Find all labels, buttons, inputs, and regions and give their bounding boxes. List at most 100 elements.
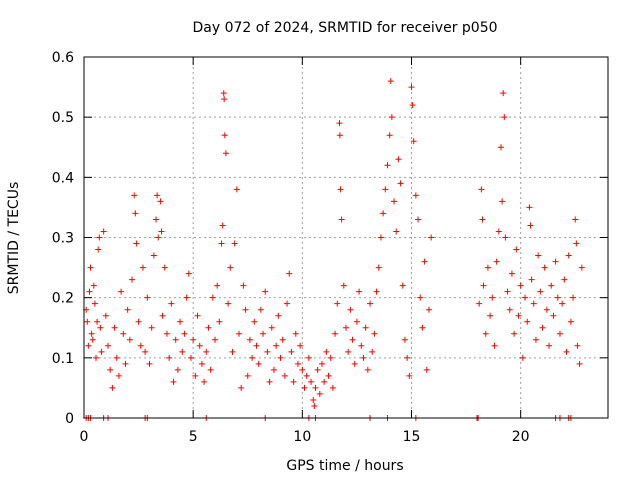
data-point bbox=[371, 330, 378, 337]
data-point bbox=[395, 156, 402, 163]
data-point bbox=[192, 372, 199, 379]
data-point bbox=[98, 348, 105, 355]
data-point bbox=[238, 384, 245, 391]
data-point bbox=[183, 294, 190, 301]
data-point bbox=[495, 228, 502, 235]
data-point bbox=[387, 78, 394, 85]
data-point bbox=[219, 222, 226, 229]
data-point bbox=[386, 132, 393, 139]
data-points bbox=[83, 78, 585, 421]
data-point bbox=[535, 252, 542, 259]
data-point bbox=[362, 324, 369, 331]
data-point bbox=[356, 288, 363, 295]
data-point bbox=[498, 144, 505, 151]
data-point bbox=[340, 282, 347, 289]
data-point bbox=[301, 384, 308, 391]
data-point bbox=[327, 354, 334, 361]
data-point bbox=[375, 264, 382, 271]
data-point bbox=[504, 288, 511, 295]
data-point bbox=[122, 360, 129, 367]
data-point bbox=[97, 324, 104, 331]
data-point bbox=[329, 384, 336, 391]
data-point bbox=[527, 222, 534, 229]
data-point bbox=[554, 294, 561, 301]
data-point bbox=[281, 372, 288, 379]
data-point bbox=[251, 318, 258, 325]
x-tick-label: 0 bbox=[80, 429, 89, 445]
data-point bbox=[93, 354, 100, 361]
data-point bbox=[517, 282, 524, 289]
data-point bbox=[530, 300, 537, 307]
data-point bbox=[270, 366, 277, 373]
data-point bbox=[194, 312, 201, 319]
y-axis-label: SRMTID / TECUs bbox=[6, 182, 22, 295]
data-point bbox=[303, 372, 310, 379]
data-point bbox=[218, 240, 225, 247]
data-point bbox=[90, 282, 97, 289]
data-point bbox=[89, 336, 96, 343]
data-point bbox=[113, 354, 120, 361]
data-point bbox=[388, 114, 395, 121]
x-tick-label: 15 bbox=[403, 429, 421, 445]
data-point bbox=[262, 288, 269, 295]
data-point bbox=[546, 342, 553, 349]
data-point bbox=[412, 192, 419, 199]
data-point bbox=[552, 258, 559, 265]
data-point bbox=[115, 372, 122, 379]
data-point bbox=[207, 366, 214, 373]
data-point bbox=[364, 366, 371, 373]
data-point bbox=[318, 360, 325, 367]
data-point bbox=[336, 120, 343, 127]
data-point bbox=[88, 330, 95, 337]
data-point bbox=[209, 294, 216, 301]
data-point bbox=[177, 318, 184, 325]
data-point bbox=[111, 324, 118, 331]
data-point bbox=[221, 96, 228, 103]
data-point bbox=[347, 306, 354, 313]
data-point bbox=[345, 348, 352, 355]
data-point bbox=[214, 282, 221, 289]
data-point bbox=[181, 330, 188, 337]
data-point bbox=[139, 264, 146, 271]
data-point bbox=[260, 330, 267, 337]
data-point bbox=[380, 210, 387, 217]
data-point bbox=[511, 330, 518, 337]
data-point bbox=[543, 306, 550, 313]
data-point bbox=[501, 114, 508, 121]
data-point bbox=[284, 300, 291, 307]
data-point bbox=[316, 390, 323, 397]
data-point bbox=[526, 204, 533, 211]
y-tick-label: 0.4 bbox=[52, 170, 74, 186]
data-point bbox=[131, 192, 138, 199]
data-point bbox=[391, 198, 398, 205]
data-point bbox=[187, 354, 194, 361]
data-point bbox=[417, 294, 424, 301]
data-point bbox=[118, 288, 125, 295]
data-point bbox=[249, 354, 256, 361]
data-point bbox=[132, 210, 139, 217]
data-point bbox=[493, 258, 500, 265]
data-point bbox=[150, 252, 157, 259]
y-tick-label: 0.3 bbox=[52, 231, 74, 247]
axis-ticks: 0 0.1 0.2 0.3 0.4 0.5 0.6 0 5 10 15 20 bbox=[52, 50, 608, 445]
data-point bbox=[161, 264, 168, 271]
data-point bbox=[255, 360, 262, 367]
data-point bbox=[292, 330, 299, 337]
data-point bbox=[86, 288, 93, 295]
data-point bbox=[539, 324, 546, 331]
data-point bbox=[279, 336, 286, 343]
data-point bbox=[399, 282, 406, 289]
data-point bbox=[425, 306, 432, 313]
data-point bbox=[84, 318, 91, 325]
data-point bbox=[148, 324, 155, 331]
data-point bbox=[91, 300, 98, 307]
data-point bbox=[382, 186, 389, 193]
data-point bbox=[163, 330, 170, 337]
data-point bbox=[288, 348, 295, 355]
data-point bbox=[231, 240, 238, 247]
data-point bbox=[109, 384, 116, 391]
data-point bbox=[500, 90, 507, 97]
data-point bbox=[144, 294, 151, 301]
data-point bbox=[556, 330, 563, 337]
data-point bbox=[155, 234, 162, 241]
